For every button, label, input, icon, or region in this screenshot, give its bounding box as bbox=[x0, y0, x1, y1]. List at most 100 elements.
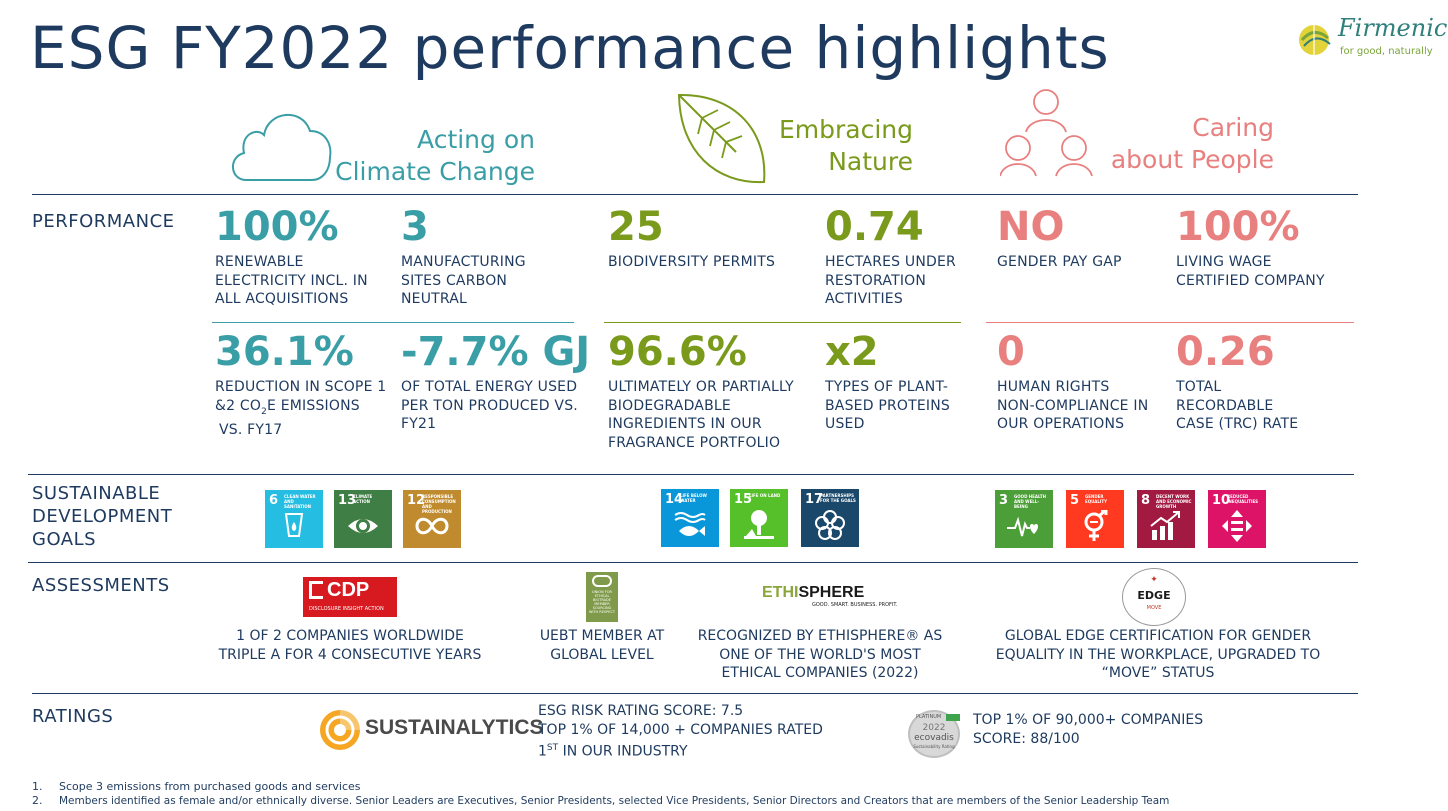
ecovadis-badge: PLATINUM 2022 ecovadis Sustainability Ra… bbox=[908, 710, 960, 758]
metric-desc-part: E EMISSIONS bbox=[267, 397, 360, 414]
ecovadis-text: TOP 1% OF 90,000+ COMPANIES SCORE: 88/10… bbox=[973, 711, 1203, 748]
metric-sites-desc: MANUFACTURING SITES CARBON NEUTRAL bbox=[401, 253, 526, 309]
gender-icon bbox=[1084, 510, 1108, 541]
sdg-10-tile: 10 REDUCED INEQUALITIES bbox=[1208, 490, 1266, 548]
metric-desc-line: REDUCTION IN SCOPE 1 bbox=[215, 379, 387, 395]
rating-sup: ST bbox=[546, 743, 559, 753]
tree-icon bbox=[744, 510, 774, 539]
metric-desc-line: GENDER PAY GAP bbox=[997, 254, 1122, 270]
sdg-number: 15 bbox=[734, 492, 753, 507]
uebt-logo-line: WITH RESPECT bbox=[588, 610, 616, 614]
footnote-num: 1. bbox=[32, 780, 43, 793]
firmenich-logo-mark-icon bbox=[1299, 25, 1331, 55]
metric-desc-line: ALL ACQUISITIONS bbox=[215, 291, 349, 307]
metric-permits-desc: BIODIVERSITY PERMITS bbox=[608, 253, 775, 272]
ecovadis-flag-icon bbox=[946, 714, 960, 721]
sdg-12-tile: 12 RESPONSIBLE CONSUMPTION AND PRODUCTIO… bbox=[403, 490, 461, 548]
metric-energy-value: -7.7% GJ bbox=[401, 329, 591, 375]
theme-nature-title: Embracing Nature bbox=[770, 114, 913, 178]
metric-paygap-value: NO bbox=[997, 204, 1065, 250]
metric-desc-line: USED bbox=[825, 416, 865, 432]
metric-renewable-value: 100% bbox=[215, 204, 339, 250]
sdg-label: RESPONSIBLE CONSUMPTION AND PRODUCTION bbox=[422, 494, 456, 514]
firmenich-logo: Firmenich for good, naturally bbox=[1296, 14, 1448, 64]
metric-trc-desc: TOTAL RECORDABLE CASE (TRC) RATE bbox=[1176, 378, 1298, 434]
footnote-text: Members identified as female and/or ethn… bbox=[59, 795, 1170, 807]
metric-desc-line: CERTIFIED COMPANY bbox=[1176, 272, 1325, 289]
metric-desc-line: BASED PROTEINS bbox=[825, 397, 951, 414]
assess-line: ONE OF THE WORLD'S MOST bbox=[719, 646, 921, 663]
edge-text: GLOBAL EDGE CERTIFICATION FOR GENDER EQU… bbox=[988, 627, 1328, 683]
co2-subscript: 2 bbox=[261, 406, 268, 417]
metric-desc-line: ULTIMATELY OR PARTIALLY bbox=[608, 379, 794, 395]
metric-desc-line: TOTAL bbox=[1176, 379, 1222, 395]
assess-line: 1 OF 2 COMPANIES WORLDWIDE bbox=[236, 628, 464, 644]
metric-desc-line: RECORDABLE bbox=[1176, 397, 1274, 414]
sdg-number: 10 bbox=[1212, 493, 1231, 508]
metric-hectares-desc: HECTARES UNDER RESTORATION ACTIVITIES bbox=[825, 253, 956, 309]
metric-trc-value: 0.26 bbox=[1176, 329, 1275, 375]
divider-line bbox=[28, 474, 1354, 475]
metric-livingwage-desc: LIVING WAGE CERTIFIED COMPANY bbox=[1176, 253, 1325, 290]
metric-desc-line: BIODIVERSITY PERMITS bbox=[608, 254, 776, 270]
sdg-label: PARTNERSHIPS FOR THE GOALS bbox=[820, 493, 856, 503]
cdp-text: 1 OF 2 COMPANIES WORLDWIDE TRIPLE A FOR … bbox=[210, 627, 490, 664]
uebt-logo-text: UNION FOR ETHICAL BIOTRADE MEMBER SOURCI… bbox=[588, 590, 616, 614]
divider-people bbox=[986, 322, 1354, 323]
metric-desc-line: HUMAN RIGHTS bbox=[997, 379, 1110, 395]
theme-people-title: Caring about People bbox=[1098, 112, 1274, 176]
metric-humanrights-desc: HUMAN RIGHTS NON-COMPLIANCE IN OUR OPERA… bbox=[997, 378, 1148, 434]
metric-proteins-value: x2 bbox=[825, 329, 879, 375]
rating-line: TOP 1% OF 90,000+ COMPANIES bbox=[973, 712, 1204, 728]
theme-nature-line1: Embracing bbox=[778, 115, 913, 144]
ethisphere-logo-sub: GOOD. SMART. BUSINESS. PROFIT. bbox=[812, 602, 898, 608]
metric-desc-line: OF TOTAL ENERGY USED bbox=[401, 379, 578, 395]
sdg-17-tile: 17 PARTNERSHIPS FOR THE GOALS bbox=[801, 489, 859, 547]
metric-desc-line: MANUFACTURING bbox=[401, 254, 526, 270]
theme-nature-line2: Nature bbox=[828, 147, 913, 176]
ecovadis-badge-year: 2022 bbox=[922, 723, 946, 733]
sdg-number: 17 bbox=[805, 492, 824, 507]
uebt-text: UEBT MEMBER AT GLOBAL LEVEL bbox=[522, 627, 682, 664]
metric-humanrights-value: 0 bbox=[997, 329, 1025, 375]
edge-logo-sub: MOVE bbox=[1146, 605, 1162, 611]
metric-desc-line: INGREDIENTS IN OUR bbox=[608, 416, 762, 432]
metric-desc-line: ACTIVITIES bbox=[825, 291, 903, 307]
sdg-label: LIFE BELOW WATER bbox=[680, 493, 707, 503]
sdg-8-tile: 8 DECENT WORK AND ECONOMIC GROWTH bbox=[1137, 490, 1195, 548]
cdp-logo-sub: DISCLOSURE INSIGHT ACTION bbox=[309, 606, 384, 612]
uebt-logo-line: BIOTRADE bbox=[593, 598, 611, 602]
fish-icon bbox=[674, 512, 706, 536]
sustainalytics-logo-text: SUSTAINALYTICS bbox=[365, 716, 544, 739]
sustainalytics-logo-icon bbox=[320, 708, 362, 750]
uebt-logo-line: ETHICAL bbox=[594, 594, 610, 598]
metric-biodegradable-value: 96.6% bbox=[608, 329, 747, 375]
metric-desc-line: SITES CARBON bbox=[401, 272, 508, 289]
assess-line: GLOBAL LEVEL bbox=[550, 646, 654, 663]
sdg-label: DECENT WORK AND ECONOMIC GROWTH bbox=[1156, 494, 1192, 509]
metric-scope-value: 36.1% bbox=[215, 329, 354, 375]
infinity-icon bbox=[415, 517, 449, 535]
metric-desc-line: RESTORATION bbox=[825, 272, 927, 289]
theme-climate-title: Acting on Climate Change bbox=[330, 124, 535, 188]
metric-desc-line: OUR OPERATIONS bbox=[997, 416, 1125, 432]
divider-line bbox=[28, 562, 1358, 563]
section-sdg-line3: GOALS bbox=[32, 529, 97, 550]
section-ratings: RATINGS bbox=[32, 706, 114, 727]
edge-logo-text: EDGE bbox=[1137, 589, 1171, 602]
metric-desc-line: FY21 bbox=[401, 416, 437, 432]
cloud-icon bbox=[232, 114, 332, 181]
footnote-1: 1. Scope 3 emissions from purchased goods… bbox=[32, 780, 361, 794]
metric-desc-line: HECTARES UNDER bbox=[825, 254, 956, 270]
logo-name: Firmenich bbox=[1338, 14, 1448, 42]
sdg-15-tile: 15 LIFE ON LAND bbox=[730, 489, 788, 547]
ethisphere-logo-text: ETHISPHERE bbox=[762, 584, 882, 602]
metric-livingwage-value: 100% bbox=[1176, 204, 1300, 250]
edge-logo: ✦ EDGE MOVE bbox=[1122, 568, 1186, 626]
ethisphere-logo-part: SPHERE bbox=[798, 584, 865, 601]
equality-icon bbox=[1222, 510, 1252, 542]
divider-nature bbox=[604, 322, 961, 323]
theme-climate-line2: Climate Change bbox=[335, 157, 535, 186]
theme-people-line1: Caring bbox=[1192, 113, 1274, 142]
metric-desc-line: TYPES OF PLANT- bbox=[825, 379, 949, 395]
